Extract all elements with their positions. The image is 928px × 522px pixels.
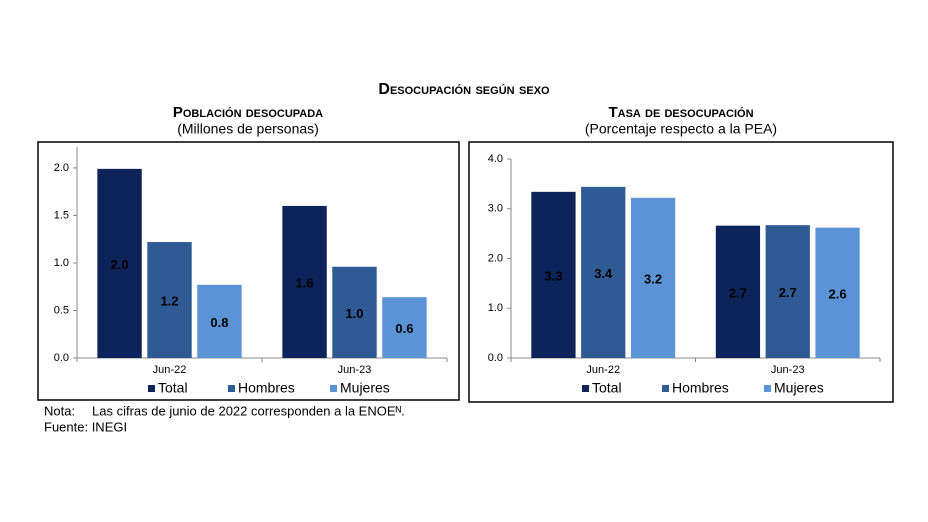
value-label: 1.6	[296, 275, 314, 290]
legend-label: Hombres	[672, 380, 729, 396]
y-tick-label: 1.0	[54, 257, 69, 269]
value-label: 0.8	[210, 315, 228, 330]
value-label: 1.0	[345, 306, 363, 321]
bar	[531, 191, 576, 358]
bar	[97, 168, 142, 358]
x-tick-label: Jun-23	[338, 364, 372, 376]
value-label: 2.7	[729, 285, 747, 300]
y-tick-label: 0.5	[54, 304, 69, 316]
legend-label: Mujeres	[340, 380, 390, 396]
value-label: 3.3	[544, 268, 562, 283]
bar	[630, 197, 676, 358]
bar	[581, 186, 626, 358]
value-label: 1.2	[160, 293, 178, 308]
legend-swatch	[330, 385, 337, 392]
note-label: Nota:	[44, 403, 75, 418]
chart-title: Tasa de desocupación	[608, 104, 753, 121]
chart-subtitle: (Millones de personas)	[177, 121, 319, 137]
legend-swatch	[764, 385, 771, 392]
panel-border	[37, 141, 460, 401]
panel-border	[468, 141, 894, 403]
legend-label: Total	[158, 380, 188, 396]
legend-swatch	[148, 385, 155, 392]
y-tick-label: 2.0	[54, 162, 69, 174]
y-tick-label: 0.0	[488, 352, 503, 364]
legend-swatch	[582, 385, 589, 392]
y-tick-label: 0.0	[54, 352, 69, 364]
legend-swatch	[662, 385, 669, 392]
legend-label: Mujeres	[774, 380, 824, 396]
bar	[332, 266, 377, 358]
main-title: Desocupación según sexo	[378, 81, 550, 98]
chart-title: Población desocupada	[173, 104, 323, 121]
value-label: 2.7	[779, 285, 797, 300]
bar	[382, 297, 427, 358]
y-tick-label: 1.5	[54, 209, 69, 221]
bar	[282, 205, 327, 358]
source: Fuente: INEGI	[44, 419, 127, 434]
note: Las cifras de junio de 2022 corresponden…	[92, 403, 405, 418]
legend-label: Hombres	[238, 380, 295, 396]
value-label: 2.0	[111, 257, 129, 272]
bar	[765, 225, 810, 358]
y-tick-label: 1.0	[488, 302, 503, 314]
y-tick-label: 3.0	[488, 203, 503, 215]
bar	[197, 284, 242, 358]
x-tick-label: Jun-22	[153, 364, 187, 376]
value-label: 2.6	[829, 286, 847, 301]
x-tick-label: Jun-23	[771, 364, 805, 376]
value-label: 0.6	[395, 321, 413, 336]
bar	[715, 225, 761, 358]
legend-label: Total	[592, 380, 622, 396]
bar	[147, 242, 192, 358]
value-label: 3.4	[594, 266, 613, 281]
value-label: 3.2	[644, 271, 662, 286]
y-tick-label: 4.0	[488, 153, 503, 165]
x-tick-label: Jun-22	[586, 364, 620, 376]
chart-subtitle: (Porcentaje respecto a la PEA)	[585, 121, 777, 137]
y-tick-label: 2.0	[488, 252, 503, 264]
bar	[815, 227, 860, 358]
legend-swatch	[228, 385, 235, 392]
